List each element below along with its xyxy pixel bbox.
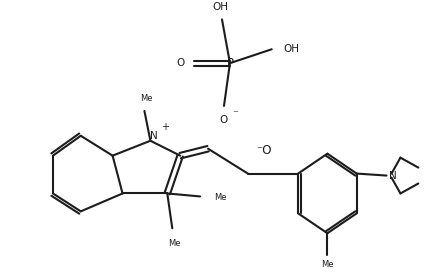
Text: OH: OH xyxy=(284,44,299,54)
Text: P: P xyxy=(226,57,233,70)
Text: Me: Me xyxy=(321,260,334,269)
Text: Me: Me xyxy=(214,193,227,202)
Text: Me: Me xyxy=(168,239,180,248)
Text: ⁻O: ⁻O xyxy=(256,144,272,157)
Text: N: N xyxy=(389,170,396,181)
Text: Me: Me xyxy=(140,94,153,103)
Text: N: N xyxy=(150,131,158,141)
Text: +: + xyxy=(161,122,169,132)
Text: O: O xyxy=(176,58,184,68)
Text: OH: OH xyxy=(212,2,228,12)
Text: ⁻: ⁻ xyxy=(232,109,238,119)
Text: O: O xyxy=(220,115,228,125)
